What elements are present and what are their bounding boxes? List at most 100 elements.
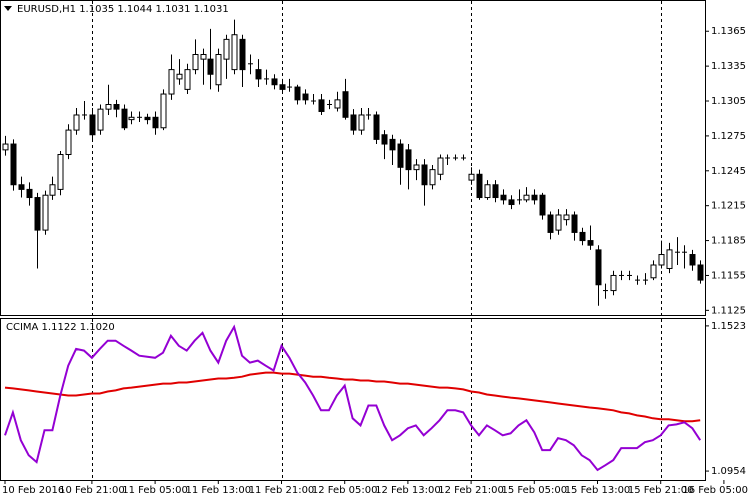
candle-body [650, 264, 657, 279]
main-title: EURUSD,H1 1.1035 1.1044 1.1031 1.1031 [17, 4, 229, 15]
candle-body [342, 91, 349, 118]
candle-body [184, 69, 191, 90]
x-tick-label: 15 Feb 21:00 [628, 485, 694, 496]
candle-body [429, 169, 436, 186]
y-tick-label: 1.1245 [711, 166, 746, 177]
candle-body [484, 184, 491, 199]
candle-body [381, 134, 388, 145]
candle-body [49, 184, 56, 196]
candle-body [105, 104, 112, 110]
candle-body [508, 199, 515, 206]
candle-body [555, 214, 562, 231]
candle-body [302, 93, 309, 101]
y-tick-label: 1.1155 [711, 270, 746, 281]
indicator-line [4, 371, 701, 423]
candle-body [200, 53, 207, 60]
x-tick-label: 11 Feb 05:00 [122, 485, 188, 496]
candle-body [152, 116, 159, 129]
candle-body [334, 99, 341, 109]
candle-body [231, 34, 238, 71]
x-tick-label: 12 Feb 05:00 [312, 485, 378, 496]
candle-body [113, 104, 120, 110]
main-panel-frame [0, 0, 706, 316]
y-tick-label: 1.1523 [711, 321, 746, 332]
candle-body [666, 249, 673, 269]
candle-body [389, 138, 396, 151]
y-tick-label: 1.1305 [711, 96, 746, 107]
y-tick-label: 1.1185 [711, 236, 746, 247]
candle-body [192, 53, 199, 71]
candle-body [168, 69, 175, 95]
x-tick-label: 11 Feb 13:00 [185, 485, 251, 496]
candle-body [121, 108, 128, 129]
candle-body [595, 249, 602, 286]
x-tick-label: 12 Feb 13:00 [375, 485, 441, 496]
candle-body [128, 116, 135, 121]
y-tick-label: 1.0954 [711, 466, 746, 477]
x-tick-label: 10 Feb 21:00 [59, 485, 125, 496]
candle-body [697, 264, 704, 281]
candle-body [10, 143, 17, 186]
candle-body [476, 173, 483, 199]
candle-body [405, 149, 412, 171]
candle-body [587, 240, 594, 246]
candle-body [160, 93, 167, 129]
candle-body [492, 184, 499, 199]
candle-body [294, 86, 301, 101]
candle-body [239, 38, 246, 71]
x-tick-label: 15 Feb 05:00 [501, 485, 567, 496]
indicator-title: CCIMA 1.1122 1.1020 [6, 322, 115, 333]
candle-body [689, 254, 696, 266]
candle-body [658, 254, 665, 266]
x-tick-label: 15 Feb 13:00 [565, 485, 631, 496]
candle-body [42, 194, 49, 231]
candle-body [207, 58, 214, 75]
y-tick-label: 1.1125 [711, 305, 746, 316]
candle-body [523, 194, 530, 201]
candle-body [579, 231, 586, 242]
candle-body [65, 129, 72, 156]
indicator-panel-frame [0, 318, 706, 481]
candle-body [144, 116, 151, 121]
y-tick-label: 1.1365 [711, 26, 746, 37]
candle-body [18, 184, 25, 190]
candle-body [563, 214, 570, 221]
candle-body [547, 214, 554, 233]
candle-body [223, 38, 230, 60]
candle-body [73, 114, 80, 131]
candle-body [571, 214, 578, 233]
candle-body [34, 197, 41, 231]
candle-body [318, 99, 325, 112]
y-tick-label: 1.1215 [711, 201, 746, 212]
x-tick-label: 11 Feb 21:00 [249, 485, 315, 496]
candle-body [397, 143, 404, 168]
candle-body [539, 194, 546, 216]
candle-body [215, 53, 222, 86]
candle-body [350, 114, 357, 131]
x-tick-label: 10 Feb 2016 [2, 485, 64, 496]
indicator-line [4, 324, 702, 472]
candle-body [610, 274, 617, 292]
candle-body [373, 114, 380, 140]
candle-body [97, 108, 104, 131]
candle-body [421, 164, 428, 186]
candle-body [279, 84, 286, 90]
candle-body [531, 194, 538, 201]
candle-body [2, 143, 9, 151]
y-tick-label: 1.1275 [711, 131, 746, 142]
candle-body [437, 157, 444, 175]
candle-body [89, 114, 96, 136]
candle-body [468, 173, 475, 181]
candle-body [413, 164, 420, 171]
x-tick-label: 16 Feb 05:00 [682, 485, 748, 496]
candle-body [500, 194, 507, 201]
candle-body [57, 154, 64, 190]
candle-body [176, 73, 183, 80]
candle-body [255, 69, 262, 80]
x-tick-label: 12 Feb 21:00 [438, 485, 504, 496]
y-tick-label: 1.1335 [711, 61, 746, 72]
candle-body [271, 78, 278, 86]
candle-body [358, 114, 365, 131]
candle-body [26, 188, 33, 199]
